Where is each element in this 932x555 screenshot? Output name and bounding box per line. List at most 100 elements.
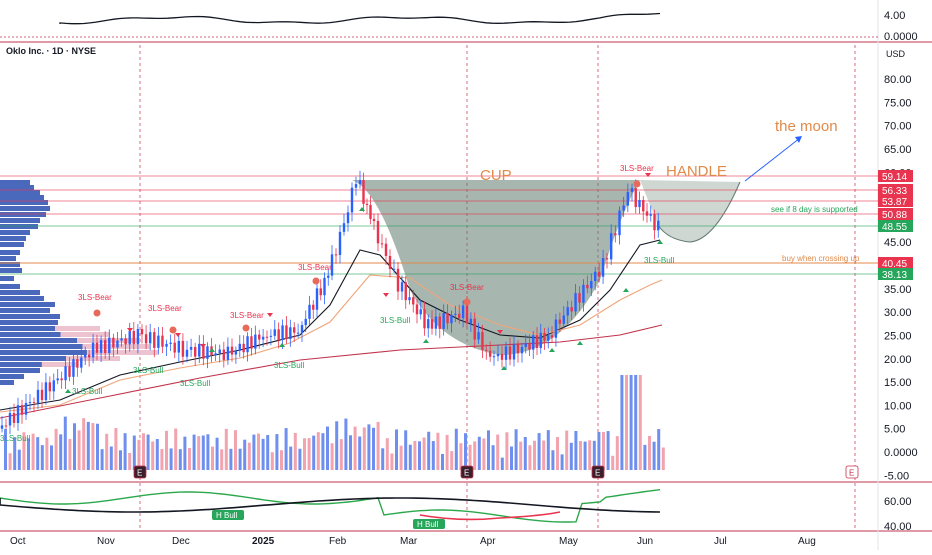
bull-arrow xyxy=(577,341,583,345)
volume-bar xyxy=(353,426,357,470)
candle-body xyxy=(193,347,197,357)
candle-body xyxy=(189,347,193,350)
volume-bar xyxy=(266,435,270,470)
volume-bar xyxy=(165,430,168,470)
volume-bar xyxy=(224,428,228,470)
candle-body xyxy=(198,343,201,357)
volume-profile-bar xyxy=(0,308,50,313)
volume-bar xyxy=(454,428,458,470)
candle-body xyxy=(44,382,48,401)
volume-bar xyxy=(183,436,187,470)
volume-bar xyxy=(174,428,178,470)
volume-bar xyxy=(482,438,486,470)
bull-signal-label: 3LS-Bull xyxy=(180,379,210,388)
volume-bar xyxy=(620,375,624,470)
volume-bar xyxy=(109,446,113,470)
volume-bar xyxy=(298,448,302,470)
time-axis-label: Oct xyxy=(10,536,26,547)
volume-profile-bar xyxy=(0,374,24,379)
candle-body xyxy=(342,223,346,232)
volume-bar xyxy=(597,432,601,470)
bull-signal-label: 3LS-Bull xyxy=(133,366,163,375)
volume-profile-bar xyxy=(0,224,38,229)
volume-bar xyxy=(197,436,201,470)
volume-bar xyxy=(142,433,145,470)
candle-body xyxy=(128,331,131,345)
volume-bar xyxy=(496,434,500,470)
volume-bar xyxy=(22,432,26,470)
candle-body xyxy=(165,343,168,347)
candle-body xyxy=(323,277,326,296)
candle-body xyxy=(430,319,434,329)
candle-body xyxy=(376,220,380,244)
earnings-badge-label: E xyxy=(137,469,142,478)
symbol-title: Oklo Inc. · 1D · NYSE xyxy=(6,46,97,56)
volume-profile-bar xyxy=(0,314,60,319)
volume-profile-bar xyxy=(0,362,76,367)
volume-bar xyxy=(399,445,403,470)
candle-body xyxy=(365,203,369,206)
candle-body xyxy=(578,293,581,303)
cup-annotation: CUP xyxy=(480,167,512,184)
bear-arrow xyxy=(497,330,503,334)
volume-bar xyxy=(592,440,596,470)
h-bull-tag: H Bull xyxy=(212,510,244,520)
volume-bar xyxy=(629,375,633,470)
volume-bar xyxy=(321,433,325,470)
candle-body xyxy=(454,313,457,315)
volume-bar xyxy=(151,441,155,470)
candle-body xyxy=(4,425,8,427)
volume-bar xyxy=(602,432,605,470)
volume-bar xyxy=(293,432,297,470)
ma-long-line xyxy=(0,324,663,419)
earnings-badge: E xyxy=(591,465,605,479)
candle-body xyxy=(512,344,516,360)
candle-body xyxy=(206,346,209,359)
price-axis-tick: 10.00 xyxy=(884,400,912,412)
candle-body xyxy=(520,346,524,354)
volume-bar xyxy=(638,375,642,470)
candle-body xyxy=(87,354,91,358)
volume-profile-bar xyxy=(0,356,120,361)
bull-arrow xyxy=(501,366,507,370)
volume-bar xyxy=(413,440,417,470)
volume-profile-bar xyxy=(0,236,26,241)
bull-arrow xyxy=(623,288,629,292)
volume-bar xyxy=(661,447,665,470)
volume-profile-bar xyxy=(0,338,140,343)
candle-body xyxy=(369,205,372,219)
candle-body xyxy=(177,340,181,353)
bull-signal-label: 3LS-Bull xyxy=(274,361,304,370)
volume-bar xyxy=(229,448,233,470)
candle-body xyxy=(148,332,152,344)
bear-arrow xyxy=(267,313,273,317)
volume-bar xyxy=(192,434,196,470)
time-axis-label: May xyxy=(559,536,578,547)
volume-bar xyxy=(436,432,440,470)
candle-body xyxy=(116,340,119,348)
volume-profile-bar xyxy=(0,302,55,307)
volume-profile-bar xyxy=(0,256,16,261)
price-badge-label: 38.13 xyxy=(882,270,907,281)
candle-body xyxy=(64,366,67,381)
h-bull-label: H Bull xyxy=(417,520,439,529)
candle-body xyxy=(450,314,453,324)
candle-body xyxy=(423,309,426,329)
candle-body xyxy=(48,382,52,392)
candle-body xyxy=(372,218,376,221)
bull-arrow xyxy=(657,240,663,244)
bear-signal-label: 3LS-Bear xyxy=(148,304,182,313)
volume-bar xyxy=(68,438,72,470)
candle-body xyxy=(293,327,296,333)
candle-body xyxy=(547,335,550,341)
earnings-badge: E xyxy=(845,465,859,479)
volume-bar xyxy=(54,428,58,470)
price-axis-tick: 65.00 xyxy=(884,144,912,156)
candle-body xyxy=(618,210,621,236)
candle-body xyxy=(8,412,12,426)
price-badge: 53.87 xyxy=(878,195,913,208)
candle-body xyxy=(434,316,438,329)
volume-bar xyxy=(376,421,380,470)
time-axis-label: Nov xyxy=(97,536,115,547)
